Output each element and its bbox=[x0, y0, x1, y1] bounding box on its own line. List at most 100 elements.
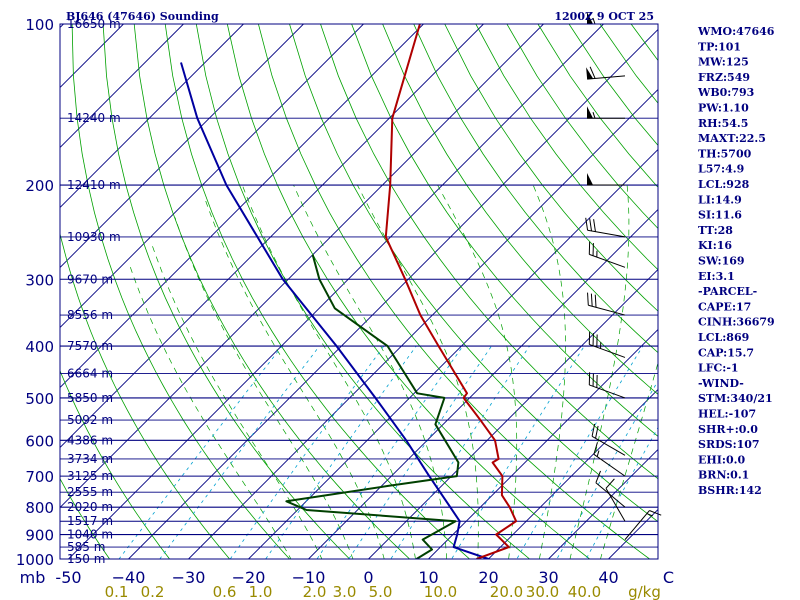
dry-adiabat-line bbox=[320, 24, 658, 480]
wind-barb bbox=[587, 106, 625, 119]
mixing-ratio-label: 1.0 bbox=[249, 583, 273, 600]
height-label: 10930 m bbox=[67, 230, 121, 244]
pressure-tick-label: 700 bbox=[25, 468, 54, 486]
wind-barb bbox=[624, 510, 662, 540]
index-line: LFC:-1 bbox=[698, 362, 739, 375]
wind-barb-half-feather bbox=[592, 17, 596, 25]
mixing-ratio-label: 3.0 bbox=[333, 583, 357, 600]
isotherm-line bbox=[60, 24, 184, 149]
wind-barb-feather bbox=[590, 293, 593, 307]
temperature-tick-label: −30 bbox=[172, 568, 206, 587]
temperature-tick-label: C bbox=[663, 568, 674, 587]
mixing-ratio-line bbox=[316, 345, 464, 559]
moist-adiabat-line bbox=[241, 184, 416, 559]
dry-adiabat-line bbox=[786, 24, 800, 570]
index-line: TP:101 bbox=[698, 40, 741, 53]
temperature-tick-label: 40 bbox=[598, 568, 618, 587]
moist-adiabat-line bbox=[293, 184, 447, 559]
height-label: 585 m bbox=[67, 540, 105, 554]
dry-adiabat-line bbox=[289, 24, 658, 523]
mixing-ratio-line bbox=[118, 345, 283, 559]
isotherm-line bbox=[548, 448, 658, 559]
wind-barb-feather bbox=[595, 425, 599, 439]
mixing-ratio-label: 0.6 bbox=[213, 583, 237, 600]
wind-barb bbox=[587, 173, 625, 186]
pressure-tick-label: 300 bbox=[25, 271, 54, 289]
wind-barb-shaft bbox=[589, 253, 626, 268]
index-line: -PARCEL- bbox=[698, 285, 757, 298]
index-line: STM:340/21 bbox=[698, 392, 773, 405]
dry-adiabat-line bbox=[164, 24, 471, 559]
isotherm-line bbox=[308, 208, 658, 559]
wind-barb bbox=[585, 217, 626, 238]
wind-barb-feather bbox=[591, 423, 596, 437]
isotherm-line bbox=[188, 88, 658, 559]
index-line: LCL:928 bbox=[698, 178, 750, 191]
wind-barb-shaft bbox=[624, 510, 650, 540]
temperature-tick-label: −20 bbox=[232, 568, 266, 587]
mixing-ratio-label: g/kg bbox=[628, 583, 661, 600]
wind-barb-feather bbox=[593, 442, 598, 455]
index-line: BSHR:142 bbox=[698, 484, 762, 497]
wind-barbs bbox=[585, 12, 662, 540]
pressure-tick-label: 200 bbox=[25, 177, 54, 195]
moist-adiabat-line bbox=[174, 217, 354, 559]
index-line: TH:5700 bbox=[698, 147, 752, 160]
wind-barb-pennant bbox=[587, 12, 593, 24]
mixing-ratio-line bbox=[348, 345, 492, 559]
dry-adiabat-line bbox=[60, 477, 111, 559]
wind-barb-shaft bbox=[591, 435, 626, 456]
index-line: LI:14.9 bbox=[698, 193, 742, 206]
moist-adiabat-line bbox=[532, 184, 566, 559]
temperature-tick-label: 10 bbox=[418, 568, 438, 587]
index-line: CAPE:17 bbox=[698, 300, 751, 313]
index-line: MW:125 bbox=[698, 56, 749, 69]
mixing-ratio-label: 20.0 bbox=[490, 583, 523, 600]
pressure-tick-label: 500 bbox=[25, 390, 54, 408]
index-line: HEL:-107 bbox=[698, 408, 756, 421]
wind-barb-shaft bbox=[593, 453, 626, 477]
pressure-tick-label: 100 bbox=[25, 16, 54, 34]
pressure-tick-label: 1000 bbox=[16, 551, 54, 569]
wind-barb bbox=[588, 372, 626, 399]
wind-barb-half-feather bbox=[592, 112, 596, 119]
height-label: 12410 m bbox=[67, 178, 121, 192]
wind-barb-pennant bbox=[587, 106, 593, 119]
index-line: WMO:47646 bbox=[697, 25, 775, 38]
dry-adiabat-line bbox=[444, 24, 658, 312]
mixing-ratio-line bbox=[585, 426, 658, 559]
wind-barb-feather bbox=[605, 478, 615, 489]
temperature-tick-label: 30 bbox=[538, 568, 558, 587]
mixing-ratio-line bbox=[229, 345, 385, 559]
pressure-tick-label: 800 bbox=[25, 499, 54, 517]
wind-barb-pennant bbox=[586, 67, 594, 80]
temperature-tick-label: -50 bbox=[55, 568, 81, 587]
isotherm-line bbox=[60, 24, 544, 509]
time-title: 1200Z 9 OCT 25 bbox=[554, 10, 654, 23]
index-line: KI:16 bbox=[698, 239, 732, 252]
dry-adiabat-line bbox=[413, 24, 658, 354]
dry-adiabat-line bbox=[568, 24, 658, 146]
isotherm-line bbox=[0, 24, 4, 559]
wind-barb bbox=[593, 442, 626, 477]
index-line: -WIND- bbox=[698, 377, 744, 390]
temperature-tick-label: mb bbox=[20, 568, 46, 587]
height-label: 3125 m bbox=[67, 469, 113, 483]
mixing-ratio-label: 40.0 bbox=[568, 583, 601, 600]
mixing-ratio-label: 30.0 bbox=[526, 583, 559, 600]
dry-adiabat-line bbox=[382, 24, 658, 395]
isotherm-line bbox=[60, 24, 244, 209]
wind-barb-shaft bbox=[605, 488, 626, 522]
wind-barb bbox=[595, 470, 626, 508]
isotherm-line bbox=[428, 328, 658, 559]
height-label: 7570 m bbox=[67, 339, 113, 353]
wind-barb-shaft bbox=[595, 482, 626, 508]
index-line: CAP:15.7 bbox=[698, 346, 754, 359]
wind-barb-feather bbox=[649, 510, 662, 516]
wind-barb-feather bbox=[587, 292, 589, 306]
isotherm-line bbox=[248, 148, 658, 559]
wind-barb-shaft bbox=[589, 384, 626, 399]
wind-barb-pennant bbox=[587, 173, 593, 186]
mixing-ratio-line bbox=[265, 345, 417, 559]
